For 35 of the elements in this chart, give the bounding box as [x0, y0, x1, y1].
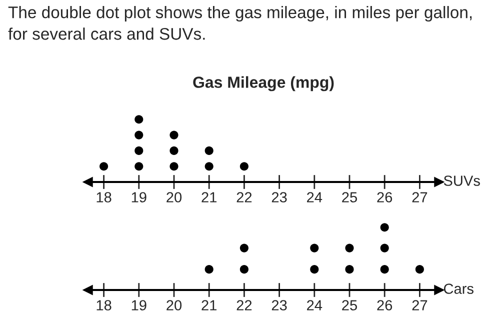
point [204, 162, 214, 171]
point [170, 146, 178, 155]
point [100, 162, 108, 171]
legend-label: SUVs [444, 176, 480, 186]
chart-title: Gas Mileage (mpg) [193, 76, 334, 92]
x-tick-label: 24 [307, 300, 322, 310]
x-tick-label: 22 [236, 192, 252, 202]
x-tick-label: 20 [166, 300, 182, 310]
point [240, 162, 248, 171]
point [134, 115, 144, 124]
x-tick-label: 27 [412, 192, 428, 202]
x-tick-label: 25 [342, 192, 357, 202]
point [134, 130, 144, 140]
point [134, 162, 144, 171]
x-tick-label: 19 [132, 300, 146, 310]
point [170, 130, 178, 140]
point [204, 146, 214, 155]
x-tick-label: 21 [202, 300, 216, 310]
x-tick-label: 24 [307, 192, 322, 202]
x-tick-label: 27 [412, 300, 428, 310]
x-tick-label: 22 [236, 300, 252, 310]
x-tick-label: 18 [96, 300, 112, 310]
x-tick-label: 18 [96, 192, 112, 202]
series-label: Cars [444, 284, 474, 294]
x-tick-label: 23 [272, 300, 287, 310]
text: The double dot plot shows the gas mileage, in miles per gallon, for several cars and SUVs. [8, 6, 472, 40]
point [170, 162, 178, 171]
point [134, 146, 144, 155]
x-tick-label: 26 [377, 300, 392, 310]
x-tick-label: 19 [132, 192, 146, 202]
x-tick-label: 21 [202, 192, 216, 202]
x-tick-label: 20 [166, 192, 182, 202]
x-tick-label: 25 [342, 300, 357, 310]
x-tick-label: 23 [272, 192, 287, 202]
x-tick-label: 26 [377, 192, 392, 202]
